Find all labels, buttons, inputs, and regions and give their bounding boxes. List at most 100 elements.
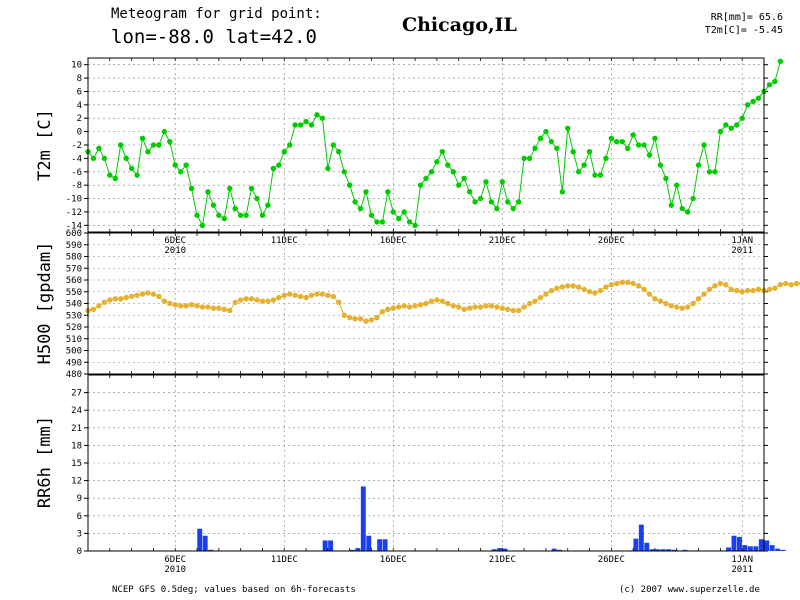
t2m-point [368, 212, 375, 218]
rr6h-bar [382, 539, 388, 551]
t2m-point [270, 165, 277, 172]
h500-point [357, 316, 364, 322]
rr6h-bar [502, 548, 508, 551]
h500-point [586, 289, 593, 295]
h500-point [646, 291, 653, 297]
t2m-point [499, 179, 506, 185]
t2m-point [695, 162, 702, 168]
h500-point [701, 291, 707, 297]
rr6h-bar [208, 549, 214, 551]
t2m-point [194, 212, 200, 218]
h500-point [466, 305, 473, 311]
t2m-point [619, 138, 625, 145]
t2m-point [145, 148, 151, 155]
t2m-ytick-label: -2 [71, 141, 82, 151]
t2m-point [635, 142, 642, 148]
h500-ytick-label: 560 [66, 276, 82, 286]
grid-point-coords: lon=-88.0 lat=42.0 [111, 26, 317, 48]
t2m-ytick-label: -10 [66, 195, 82, 205]
t2m-point [297, 122, 304, 128]
rr6h-bar [742, 545, 748, 551]
h500-point [292, 292, 298, 298]
h500-point [341, 312, 347, 318]
t2m-point [363, 189, 369, 195]
h500-point [477, 304, 484, 310]
t2m-point [259, 212, 266, 218]
data-source-note: NCEP GFS 0.5deg; values based on 6h-fore… [112, 585, 356, 595]
h500-point [772, 285, 778, 291]
h500-point [417, 301, 424, 308]
t2m-point [581, 162, 587, 168]
rr6h-panel-frame [87, 374, 765, 552]
h500-point [123, 294, 129, 301]
t2m-point [668, 202, 675, 208]
t2m-year-label: 2010 [164, 246, 186, 256]
rr-total-readout: RR[mm]= 65.6 [710, 12, 783, 23]
t2m-ytick-label: -8 [71, 181, 82, 191]
rr6h-bar [551, 548, 557, 551]
h500-point [287, 291, 293, 297]
h500-point [232, 299, 238, 306]
t2m-ytick-label: -6 [71, 168, 82, 178]
h500-point [379, 309, 386, 315]
t2m-year-label: 2011 [731, 246, 753, 256]
h500-point [188, 301, 195, 308]
rr6h-bar [633, 538, 639, 551]
h500-ytick-label: 490 [66, 358, 82, 368]
t2m-point [684, 209, 691, 215]
rr6h-ytick-label: 6 [77, 512, 82, 522]
t2m-point [167, 138, 173, 145]
h500-point [777, 282, 784, 288]
h500-point [314, 291, 320, 297]
t2m-point [336, 148, 342, 155]
t2m-point [346, 182, 353, 188]
t2m-point [401, 209, 407, 215]
h500-point [668, 303, 675, 309]
h500-point [744, 287, 751, 294]
rr6h-bar [649, 549, 655, 551]
h500-point [472, 304, 478, 310]
t2m-point [237, 212, 244, 218]
t2m-point [417, 182, 424, 188]
t2m-ytick-label: -12 [66, 208, 82, 218]
h500-point [712, 283, 718, 289]
rr6h-year-label: 2011 [731, 565, 753, 575]
h500-point [112, 296, 118, 302]
t2m-ytick-label: 10 [71, 61, 82, 71]
h500-point [276, 294, 282, 301]
h500-point [363, 318, 369, 324]
h500-point [728, 286, 734, 293]
h500-point [526, 300, 533, 307]
t2m-point [477, 195, 484, 202]
h500-point [461, 306, 467, 313]
rr6h-bar [655, 549, 661, 551]
t2m-series-line [87, 61, 781, 227]
rr6h-ytick-label: 9 [77, 494, 82, 504]
t2m-point [90, 155, 97, 162]
h500-point [603, 284, 609, 290]
h500-point [450, 303, 456, 309]
h500-point [308, 292, 315, 298]
h500-point [297, 293, 304, 300]
h500-point [210, 305, 217, 311]
t2m-point [287, 142, 293, 148]
t2m-ytick-label: 6 [77, 87, 82, 97]
rr6h-bar [764, 540, 770, 551]
t2m-point [374, 219, 380, 225]
h500-point [281, 292, 287, 298]
h500-point [635, 283, 642, 289]
h500-point [90, 306, 97, 313]
t2m-point [428, 169, 435, 175]
t2m-ytick-label: 8 [77, 74, 82, 84]
h500-point [352, 316, 358, 322]
t2m-point [461, 175, 467, 182]
t2m-point [265, 202, 271, 208]
rr6h-bar [377, 539, 383, 551]
t2m-point [308, 122, 315, 128]
t2m-point [183, 162, 189, 168]
t2m-point [227, 185, 233, 192]
t2m-xtick-label: 1JAN [731, 236, 753, 246]
h500-point [755, 286, 762, 293]
t2m-readout: T2m[C]= -5.45 [704, 25, 783, 36]
